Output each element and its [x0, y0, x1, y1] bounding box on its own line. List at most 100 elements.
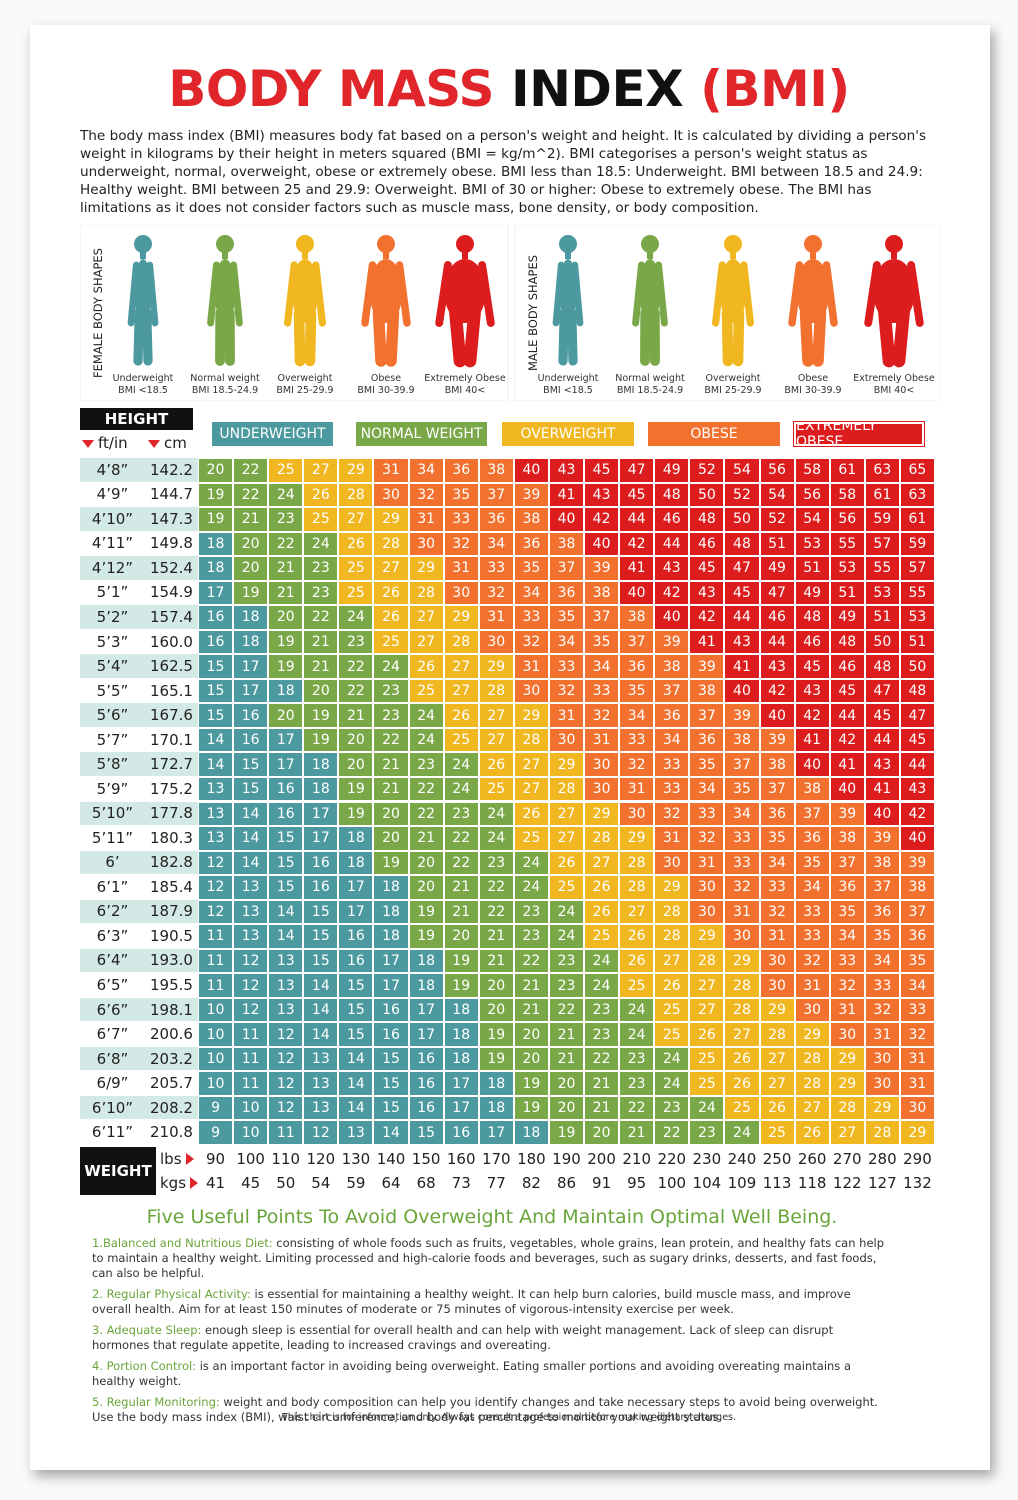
- bmi-cell: 30: [373, 482, 409, 508]
- figure-leg: [142, 308, 153, 366]
- bmi-cell: 32: [408, 482, 444, 508]
- bmi-cell: 16: [303, 850, 339, 876]
- bmi-cell: 35: [759, 826, 795, 851]
- bmi-cell: 53: [829, 556, 865, 581]
- bmi-cell: 16: [408, 1095, 444, 1121]
- bmi-cell: 49: [829, 605, 865, 630]
- bmi-cell: 23: [548, 973, 585, 998]
- bmi-cell: 21: [268, 580, 304, 606]
- bmi-cell: 26: [619, 924, 655, 949]
- bmi-cell: 23: [584, 997, 620, 1023]
- height-cm: 180.3: [145, 826, 198, 851]
- bmi-cell: 37: [548, 556, 585, 581]
- bmi-cell: 18: [443, 1046, 479, 1072]
- bmi-cell: 41: [829, 752, 865, 777]
- figure-arm: [788, 261, 804, 327]
- bmi-cell: 10: [233, 1095, 269, 1121]
- bmi-cell: 26: [724, 1046, 760, 1072]
- figure-name: Overweight: [706, 373, 761, 384]
- bmi-cell: 19: [303, 703, 339, 728]
- bmi-cell: 27: [478, 703, 514, 728]
- bmi-cell: 18: [373, 924, 409, 949]
- height-ft: 5’6”: [80, 703, 145, 728]
- bmi-cell: 44: [829, 703, 865, 728]
- bmi-cell: 27: [584, 850, 620, 876]
- figure-arm: [655, 261, 668, 327]
- bmi-cell: 30: [619, 801, 655, 827]
- kgs-value: 100: [657, 1174, 687, 1192]
- bmi-cell: 39: [899, 850, 935, 876]
- bmi-cell: 34: [478, 531, 514, 557]
- intro: The body mass index (BMI) measures body …: [80, 128, 927, 216]
- bmi-cell: 49: [654, 458, 690, 483]
- bmi-cell: 28: [654, 924, 690, 949]
- bmi-cell: 27: [759, 1071, 795, 1096]
- bmi-cell: 14: [268, 924, 304, 949]
- footer: This chart is for information only. Alwa…: [281, 1412, 737, 1423]
- bmi-cell: 10: [198, 1046, 234, 1072]
- height-ft: 6’2”: [80, 899, 145, 925]
- bmi-cell: 28: [794, 1046, 830, 1072]
- bmi-cell: 12: [268, 1095, 304, 1121]
- height-cm: 198.1: [145, 997, 198, 1023]
- bmi-cell: 15: [198, 703, 234, 728]
- bmi-cell: 35: [864, 924, 900, 949]
- bmi-cell: 26: [548, 850, 585, 876]
- bmi-cell: 23: [548, 948, 585, 974]
- bmi-cell: 55: [829, 531, 865, 557]
- bmi-cell: 17: [303, 826, 339, 851]
- bmi-cell: 20: [338, 727, 374, 753]
- bmi-cell: 34: [864, 948, 900, 974]
- bmi-cell: 26: [724, 1071, 760, 1096]
- bmi-cell: 16: [373, 1022, 409, 1047]
- bmi-cell: 36: [478, 507, 514, 532]
- bmi-cell: 24: [478, 801, 514, 827]
- bmi-cell: 51: [829, 580, 865, 606]
- bmi-cell: 26: [584, 875, 620, 900]
- bmi-cell: 27: [689, 973, 725, 998]
- bmi-cell: 12: [198, 850, 234, 876]
- bmi-cell: 29: [619, 826, 655, 851]
- bmi-cell: 32: [794, 948, 830, 974]
- lbs-value: 270: [832, 1150, 862, 1168]
- tip: 3. Adequate Sleep: enough sleep is essen…: [92, 1323, 892, 1353]
- tip-text: is an important factor in avoiding being…: [92, 1359, 851, 1388]
- figure-leg: [385, 307, 400, 367]
- figure-neck: [302, 251, 308, 259]
- bmi-cell: 17: [478, 1120, 514, 1145]
- bmi-cell: 61: [864, 482, 900, 508]
- weight-header: WEIGHT: [80, 1147, 156, 1195]
- bmi-cell: 28: [794, 1071, 830, 1096]
- bmi-cell: 35: [794, 850, 830, 876]
- bmi-cell: 27: [548, 801, 585, 827]
- bmi-cell: 32: [513, 629, 549, 655]
- bmi-cell: 55: [864, 556, 900, 581]
- tip-label: 2. Regular Physical Activity:: [92, 1287, 251, 1301]
- bmi-cell: 31: [584, 727, 620, 753]
- bmi-cell: 13: [233, 924, 269, 949]
- bmi-cell: 20: [548, 1071, 585, 1096]
- bmi-cell: 32: [899, 1022, 935, 1047]
- body-figure: [864, 235, 924, 368]
- bmi-cell: 16: [268, 801, 304, 827]
- bmi-cell: 19: [513, 1095, 549, 1121]
- bmi-cell: 21: [373, 752, 409, 777]
- bmi-cell: 42: [829, 727, 865, 753]
- bmi-cell: 43: [654, 556, 690, 581]
- bmi-cell: 55: [899, 580, 935, 606]
- figure-arm: [571, 261, 584, 327]
- bmi-cell: 37: [759, 776, 795, 802]
- figure-name: Extremely Obese: [853, 373, 935, 384]
- bmi-cell: 61: [899, 507, 935, 532]
- bmi-cell: 43: [864, 752, 900, 777]
- bmi-cell: 43: [689, 580, 725, 606]
- bmi-cell: 20: [303, 678, 339, 704]
- bmi-cell: 23: [513, 899, 549, 925]
- title-part: INDEX: [510, 60, 684, 118]
- bmi-cell: 29: [654, 875, 690, 900]
- bmi-cell: 9: [198, 1095, 234, 1121]
- bmi-cell: 33: [829, 948, 865, 974]
- bmi-cell: 28: [513, 727, 549, 753]
- bmi-cell: 15: [268, 826, 304, 851]
- bmi-cell: 17: [338, 875, 374, 900]
